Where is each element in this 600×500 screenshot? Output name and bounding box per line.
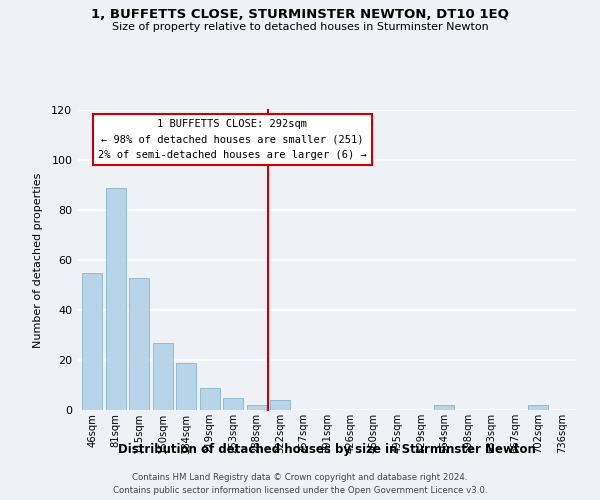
Text: Size of property relative to detached houses in Sturminster Newton: Size of property relative to detached ho… — [112, 22, 488, 32]
Bar — [529, 405, 548, 410]
Bar — [200, 388, 220, 410]
Bar — [152, 342, 173, 410]
Text: 1 BUFFETTS CLOSE: 292sqm
← 98% of detached houses are smaller (251)
2% of semi-d: 1 BUFFETTS CLOSE: 292sqm ← 98% of detach… — [98, 119, 367, 160]
Y-axis label: Number of detached properties: Number of detached properties — [33, 172, 43, 348]
Bar — [270, 400, 290, 410]
Bar — [82, 272, 102, 410]
Bar — [434, 405, 454, 410]
Bar — [106, 188, 125, 410]
Text: Contains public sector information licensed under the Open Government Licence v3: Contains public sector information licen… — [113, 486, 487, 495]
Bar — [129, 278, 149, 410]
Text: Distribution of detached houses by size in Sturminster Newton: Distribution of detached houses by size … — [118, 442, 536, 456]
Text: 1, BUFFETTS CLOSE, STURMINSTER NEWTON, DT10 1EQ: 1, BUFFETTS CLOSE, STURMINSTER NEWTON, D… — [91, 8, 509, 20]
Bar — [223, 398, 243, 410]
Bar — [247, 405, 266, 410]
Bar — [176, 362, 196, 410]
Text: Contains HM Land Registry data © Crown copyright and database right 2024.: Contains HM Land Registry data © Crown c… — [132, 472, 468, 482]
